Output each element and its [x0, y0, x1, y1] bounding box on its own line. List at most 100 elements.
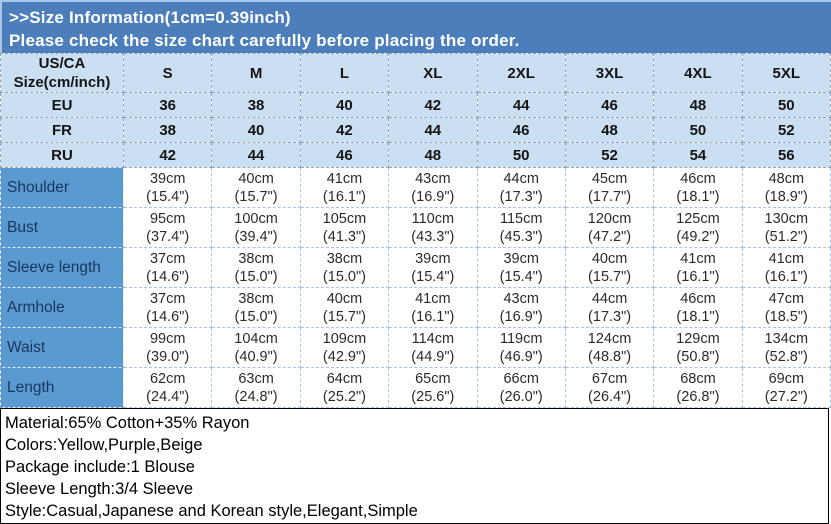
measurement-label: Shoulder [0, 167, 124, 208]
region-label: RU [0, 142, 124, 168]
region-size-cell: 44 [388, 117, 478, 143]
region-size-cell: 46 [564, 92, 655, 118]
measurement-label: Bust [0, 207, 124, 248]
measurement-cell: 64cm (25.2") [299, 367, 390, 408]
size-header-cell: 3XL [564, 53, 655, 93]
details-line: Sleeve Length:3/4 Sleeve [5, 480, 194, 498]
measurement-cell: 40cm (15.7") [299, 287, 390, 328]
region-label: EU [0, 92, 124, 118]
measurement-cell: 39cm (15.4") [388, 247, 478, 288]
measurement-cell: 39cm (15.4") [122, 167, 213, 208]
measurement-cell: 47cm (18.5") [741, 287, 831, 328]
measurement-cell: 43cm (16.9") [476, 287, 566, 328]
measurement-cell: 104cm (40.9") [211, 327, 301, 368]
region-size-cell: 38 [211, 92, 301, 118]
region-label: FR [0, 117, 124, 143]
region-size-cell: 50 [653, 117, 743, 143]
measurement-cell: 100cm (39.4") [211, 207, 301, 248]
region-size-cell: 40 [299, 92, 390, 118]
measurement-cell: 39cm (15.4") [476, 247, 566, 288]
measurement-cell: 46cm (18.1") [653, 287, 743, 328]
measurement-cell: 115cm (45.3") [476, 207, 566, 248]
corner-label: US/CA Size(cm/inch) [0, 53, 124, 93]
measurement-cell: 38cm (15.0") [299, 247, 390, 288]
region-size-cell: 56 [741, 142, 831, 168]
banner-title: >>Size Information(1cm=0.39inch) [9, 8, 291, 27]
measurement-label: Armhole [0, 287, 124, 328]
measurement-cell: 45cm (17.7") [564, 167, 655, 208]
measurement-cell: 67cm (26.4") [564, 367, 655, 408]
region-size-cell: 52 [564, 142, 655, 168]
measurement-cell: 99cm (39.0") [122, 327, 213, 368]
region-size-cell: 48 [388, 142, 478, 168]
details-line: Style:Casual,Japanese and Korean style,E… [5, 502, 418, 520]
region-size-cell: 50 [476, 142, 566, 168]
region-size-cell: 42 [122, 142, 213, 168]
region-size-cell: 52 [741, 117, 831, 143]
measurement-cell: 41cm (16.1") [741, 247, 831, 288]
measurement-cell: 95cm (37.4") [122, 207, 213, 248]
measurement-cell: 134cm (52.8") [741, 327, 831, 368]
measurement-cell: 48cm (18.9") [741, 167, 831, 208]
region-row-fr: FR 38 40 42 44 46 48 50 52 [0, 117, 831, 143]
measurement-cell: 129cm (50.8") [653, 327, 743, 368]
region-row-ru: RU 42 44 46 48 50 52 54 56 [0, 142, 831, 168]
measurement-cell: 62cm (24.4") [122, 367, 213, 408]
size-info-banner: >>Size Information(1cm=0.39inch) Please … [0, 0, 831, 53]
size-header-cell: 2XL [476, 53, 566, 93]
measurement-cell: 43cm (16.9") [388, 167, 478, 208]
measurement-cell: 114cm (44.9") [388, 327, 478, 368]
measurement-cell: 41cm (16.1") [299, 167, 390, 208]
region-size-cell: 44 [211, 142, 301, 168]
region-size-cell: 50 [741, 92, 831, 118]
measurement-cell: 124cm (48.8") [564, 327, 655, 368]
banner-note: Please check the size chart carefully be… [9, 31, 520, 50]
product-details-box: Material:65% Cotton+35% Rayon Colors:Yell… [0, 408, 829, 524]
measurement-cell: 63cm (24.8") [211, 367, 301, 408]
measurement-cell: 44cm (17.3") [476, 167, 566, 208]
measurement-cell: 37cm (14.6") [122, 287, 213, 328]
measurement-label: Sleeve length [0, 247, 124, 288]
measurement-label: Waist [0, 327, 124, 368]
measurement-cell: 46cm (18.1") [653, 167, 743, 208]
measurement-row-length: Length 62cm (24.4") 63cm (24.8") 64cm (25.… [0, 367, 831, 408]
measurement-cell: 69cm (27.2") [741, 367, 831, 408]
region-size-cell: 46 [299, 142, 390, 168]
measurement-cell: 44cm (17.3") [564, 287, 655, 328]
size-header-cell: XL [388, 53, 478, 93]
measurement-cell: 38cm (15.0") [211, 287, 301, 328]
region-size-cell: 54 [653, 142, 743, 168]
region-size-cell: 36 [122, 92, 213, 118]
measurement-cell: 110cm (43.3") [388, 207, 478, 248]
measurement-cell: 41cm (16.1") [653, 247, 743, 288]
measurement-cell: 41cm (16.1") [388, 287, 478, 328]
measurement-cell: 109cm (42.9") [299, 327, 390, 368]
measurement-cell: 40cm (15.7") [564, 247, 655, 288]
measurement-cell: 119cm (46.9") [476, 327, 566, 368]
region-size-cell: 38 [122, 117, 213, 143]
size-header-cell: M [211, 53, 301, 93]
details-line: Material:65% Cotton+35% Rayon [5, 414, 250, 432]
measurement-row-sleeve-length: Sleeve length 37cm (14.6") 38cm (15.0") 38… [0, 247, 831, 288]
region-row-eu: EU 36 38 40 42 44 46 48 50 [0, 92, 831, 118]
measurement-cell: 130cm (51.2") [741, 207, 831, 248]
size-header-cell: L [299, 53, 390, 93]
measurement-cell: 40cm (15.7") [211, 167, 301, 208]
region-size-cell: 44 [476, 92, 566, 118]
measurement-cell: 38cm (15.0") [211, 247, 301, 288]
measurement-cell: 125cm (49.2") [653, 207, 743, 248]
measurement-cell: 68cm (26.8") [653, 367, 743, 408]
measurement-row-bust: Bust 95cm (37.4") 100cm (39.4") 105cm (41.… [0, 207, 831, 248]
size-header-row: US/CA Size(cm/inch) S M L XL 2XL 3XL 4XL 5XL [0, 53, 831, 93]
measurement-row-armhole: Armhole 37cm (14.6") 38cm (15.0") 40cm (15… [0, 287, 831, 328]
size-header-cell: 4XL [653, 53, 743, 93]
details-line: Colors:Yellow,Purple,Beige [5, 436, 203, 454]
region-size-cell: 46 [476, 117, 566, 143]
region-size-cell: 48 [564, 117, 655, 143]
measurement-label: Length [0, 367, 124, 408]
size-chart-table: US/CA Size(cm/inch) S M L XL 2XL 3XL 4XL 5XL EU… [0, 53, 831, 408]
region-size-cell: 42 [299, 117, 390, 143]
size-header-cell: 5XL [741, 53, 831, 93]
size-header-cell: S [122, 53, 213, 93]
measurement-row-waist: Waist 99cm (39.0") 104cm (40.9") 109cm (42… [0, 327, 831, 368]
